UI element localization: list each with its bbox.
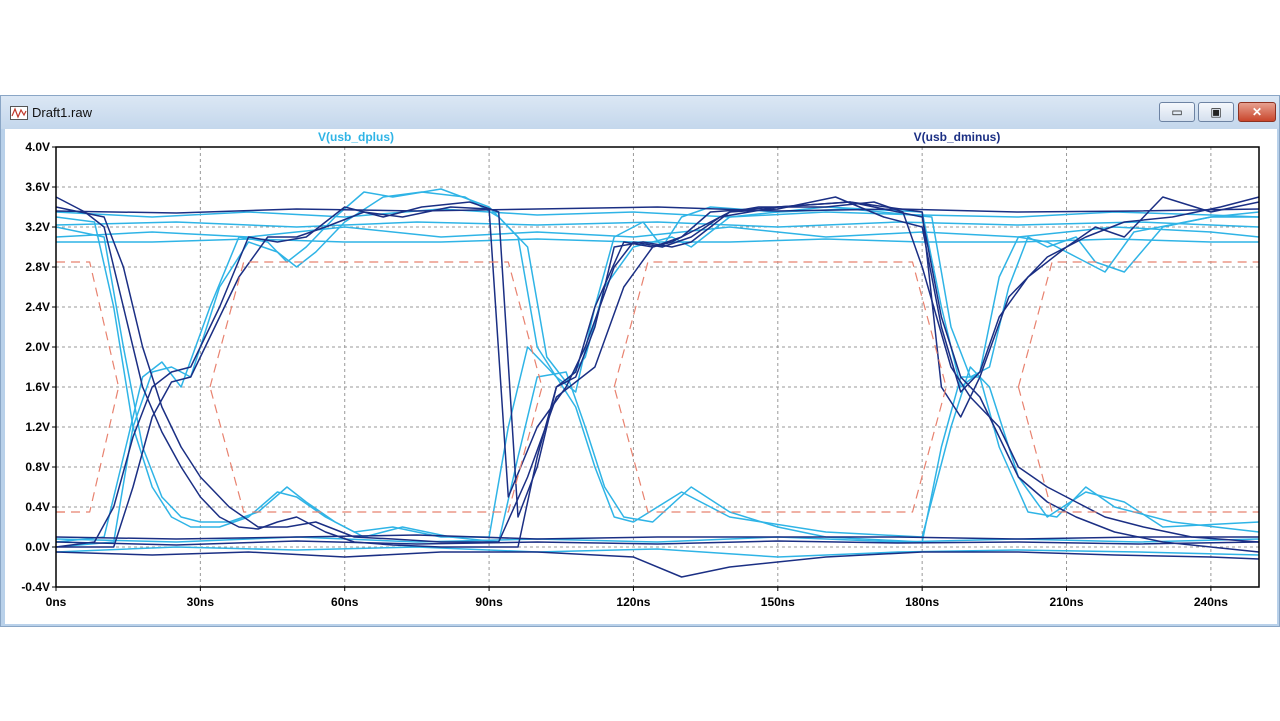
x-tick-label: 60ns [331, 595, 359, 609]
close-icon: ✕ [1251, 105, 1263, 119]
plot-pane[interactable]: 4.0V 3.6V 3.2V 2.8V 2.4V 2.0V 1.6V 1.2V 0.8V 0.4V… [5, 129, 1277, 624]
trace-line [55, 208, 1260, 218]
y-tick-label: 0.8V [25, 460, 50, 474]
x-axis: 0ns 30ns 60ns 90ns 120ns 150ns 180ns 210ns 240ns [46, 587, 1228, 609]
window-title: Draft1.raw [32, 105, 92, 120]
traces [55, 188, 1260, 578]
x-tick-label: 180ns [905, 595, 939, 609]
y-tick-label: 4.0V [25, 140, 50, 154]
minimize-button[interactable]: ▭ [1159, 102, 1195, 122]
series-mask [56, 261, 1259, 513]
trace-line [55, 206, 1260, 214]
y-tick-label: 1.6V [25, 380, 50, 394]
mask-boundary-line [56, 261, 120, 513]
x-tick-label: 0ns [46, 595, 67, 609]
y-axis: 4.0V 3.6V 3.2V 2.8V 2.4V 2.0V 1.6V 1.2V 0.8V 0.4V… [21, 140, 56, 594]
x-tick-label: 210ns [1050, 595, 1084, 609]
trace-line [55, 226, 1260, 543]
legend-entry[interactable]: V(usb_dplus) [318, 130, 394, 144]
trace-line [55, 221, 1260, 228]
y-tick-label: 2.4V [25, 300, 50, 314]
y-tick-label: -0.4V [21, 580, 50, 594]
trace-line [55, 540, 1260, 546]
waveform-viewer-icon [10, 106, 28, 120]
mask-boundary-line [1017, 261, 1259, 388]
maximize-button[interactable]: ▣ [1198, 102, 1234, 122]
title-bar[interactable]: Draft1.raw ▭ ▣ ✕ [1, 96, 1279, 129]
x-tick-label: 150ns [761, 595, 795, 609]
y-tick-label: 3.6V [25, 180, 50, 194]
close-button[interactable]: ✕ [1238, 102, 1276, 122]
y-tick-label: 0.4V [25, 500, 50, 514]
plot-frame [55, 146, 1260, 588]
mask-boundary-line [1017, 386, 1259, 513]
y-tick-label: 1.2V [25, 420, 50, 434]
trace-line [55, 226, 1260, 238]
waveform-plot[interactable]: 4.0V 3.6V 3.2V 2.8V 2.4V 2.0V 1.6V 1.2V 0.8V 0.4V… [5, 129, 1277, 624]
trace-line [55, 196, 1260, 553]
x-tick-label: 30ns [187, 595, 215, 609]
mask-boundary-line [613, 261, 947, 513]
trace-line [55, 534, 1259, 540]
grid [56, 147, 1259, 587]
x-tick-label: 120ns [616, 595, 650, 609]
series-V(usb_dminus) [55, 196, 1260, 578]
legend: V(usb_dplus) V(usb_dminus) [318, 130, 1000, 144]
y-tick-label: 2.0V [25, 340, 50, 354]
legend-entry[interactable]: V(usb_dminus) [914, 130, 1001, 144]
x-tick-label: 240ns [1194, 595, 1228, 609]
y-tick-label: 0.0V [25, 540, 50, 554]
trace-line [55, 216, 1260, 538]
mask-boundary-line [209, 261, 543, 513]
trace-line [56, 196, 1260, 548]
minimize-icon: ▭ [1171, 105, 1183, 119]
trace-line [55, 536, 1260, 543]
maximize-icon: ▣ [1210, 105, 1222, 119]
trace-line [55, 551, 1260, 578]
waveform-window: Draft1.raw ▭ ▣ ✕ 4.0V 3.6V 3.2V 2.8V 2.4V 2.0… [0, 95, 1280, 627]
trace-line [55, 196, 1260, 548]
trace-line [55, 546, 1260, 558]
x-tick-label: 90ns [475, 595, 503, 609]
trace-line [55, 201, 1260, 543]
y-tick-label: 2.8V [25, 260, 50, 274]
y-tick-label: 3.2V [25, 220, 50, 234]
